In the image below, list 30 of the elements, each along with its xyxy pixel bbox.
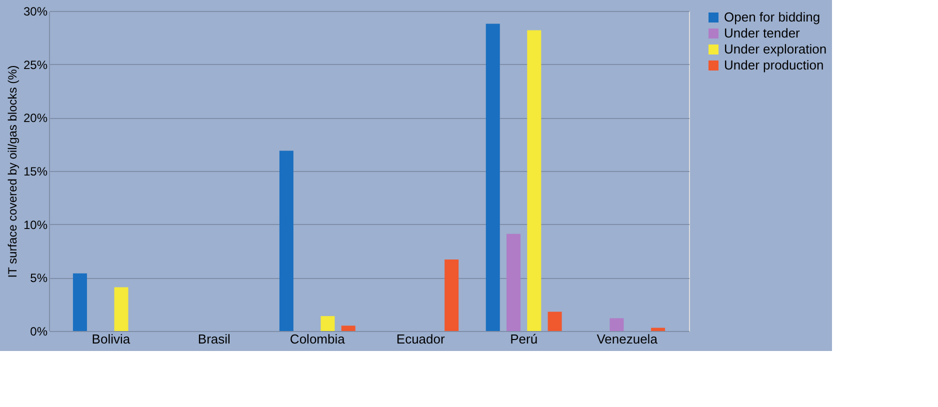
x-tick-label: Brasil [198,332,231,346]
bar [486,24,500,331]
legend-label: Open for bidding [724,10,820,24]
bar [548,312,562,331]
y-tick-label: 20% [23,111,48,126]
legend-label: Under exploration [724,42,827,56]
bar [610,318,624,331]
bar [527,30,542,331]
y-tick-label: 10% [23,218,48,232]
x-tick-label: Perú [510,332,538,346]
x-tick-label: Bolivia [92,332,131,346]
legend-label: Under production [724,58,824,72]
bar [506,234,521,331]
y-axis-title: IT surface covered by oil/gas blocks (%) [5,65,20,278]
x-tick-label: Ecuador [396,332,446,346]
bar [444,260,459,331]
x-tick-label: Colombia [290,332,346,346]
y-tick-label: 15% [23,164,48,178]
bar [320,316,335,331]
legend-label: Under tender [724,26,801,40]
bar [341,326,356,331]
bar [651,328,666,331]
y-tick-label: 30% [23,4,48,18]
y-tick-label: 5% [30,271,48,286]
x-tick-label: Venezuela [596,332,658,346]
y-tick-label: 0% [30,324,48,338]
bar [72,273,87,331]
y-tick-label: 25% [23,58,48,72]
bar [114,287,128,331]
bar [279,150,294,331]
